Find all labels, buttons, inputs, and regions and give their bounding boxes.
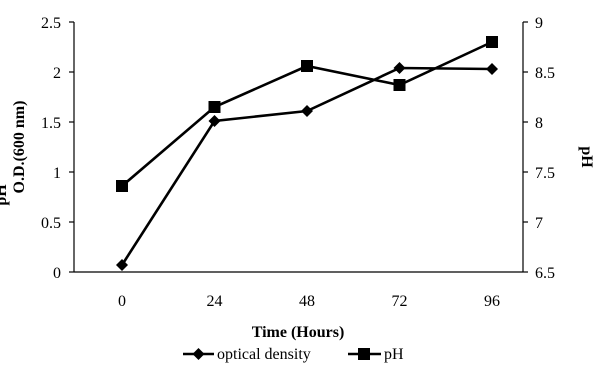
- left-y-axis-title-prefix: pH: [0, 184, 10, 206]
- x-tick-label: 48: [299, 293, 315, 310]
- right-y-tick-label: 8.5: [535, 65, 555, 82]
- legend-marker-optical-density: [192, 348, 205, 360]
- data-point-optical-density: [208, 115, 221, 127]
- data-point-optical-density: [486, 63, 498, 75]
- right-y-axis-title: pH: [578, 146, 595, 168]
- data-point-ph: [208, 101, 221, 113]
- x-axis-title: Time (Hours): [252, 324, 345, 341]
- x-axis-ticks: 0 24 48 72 96: [118, 293, 500, 310]
- left-y-axis-ticks: 0 0.5 1 1.5 2 2.5: [41, 15, 74, 282]
- right-y-tick-label: 6.5: [535, 265, 555, 282]
- legend: optical density pH: [183, 346, 404, 363]
- x-tick-label: 96: [484, 293, 500, 310]
- right-y-tick-label: 9: [535, 15, 543, 32]
- left-y-tick-label: 1: [53, 165, 61, 182]
- right-y-tick-label: 8: [535, 115, 543, 132]
- left-y-axis-title: O.D.(600 nm): [11, 101, 28, 194]
- x-tick-label: 0: [118, 293, 126, 310]
- left-y-tick-label: 1.5: [41, 115, 61, 132]
- legend-label-ph: pH: [384, 346, 404, 363]
- left-y-tick-label: 0: [53, 265, 61, 282]
- data-point-ph: [486, 36, 498, 48]
- right-y-tick-label: 7: [535, 215, 543, 232]
- data-point-ph: [393, 79, 406, 91]
- legend-label-optical-density: optical density: [217, 346, 311, 363]
- right-y-tick-label: 7.5: [535, 165, 555, 182]
- left-y-tick-label: 0.5: [41, 215, 61, 232]
- left-y-tick-label: 2: [53, 65, 61, 82]
- data-point-optical-density: [116, 259, 128, 271]
- data-point-ph: [301, 60, 313, 72]
- plot-area: [73, 22, 524, 273]
- series-line-optical-density: [120, 66, 493, 266]
- data-point-optical-density: [393, 62, 406, 74]
- x-tick-label: 72: [392, 293, 408, 310]
- right-y-axis-ticks: 6.5 7 7.5 8 8.5 9: [523, 15, 555, 282]
- data-point-ph: [116, 180, 128, 192]
- left-y-tick-label: 2.5: [41, 15, 61, 32]
- series-layer: [116, 36, 498, 271]
- data-point-optical-density: [301, 105, 313, 117]
- legend-marker-ph: [358, 348, 370, 360]
- x-tick-label: 24: [207, 293, 223, 310]
